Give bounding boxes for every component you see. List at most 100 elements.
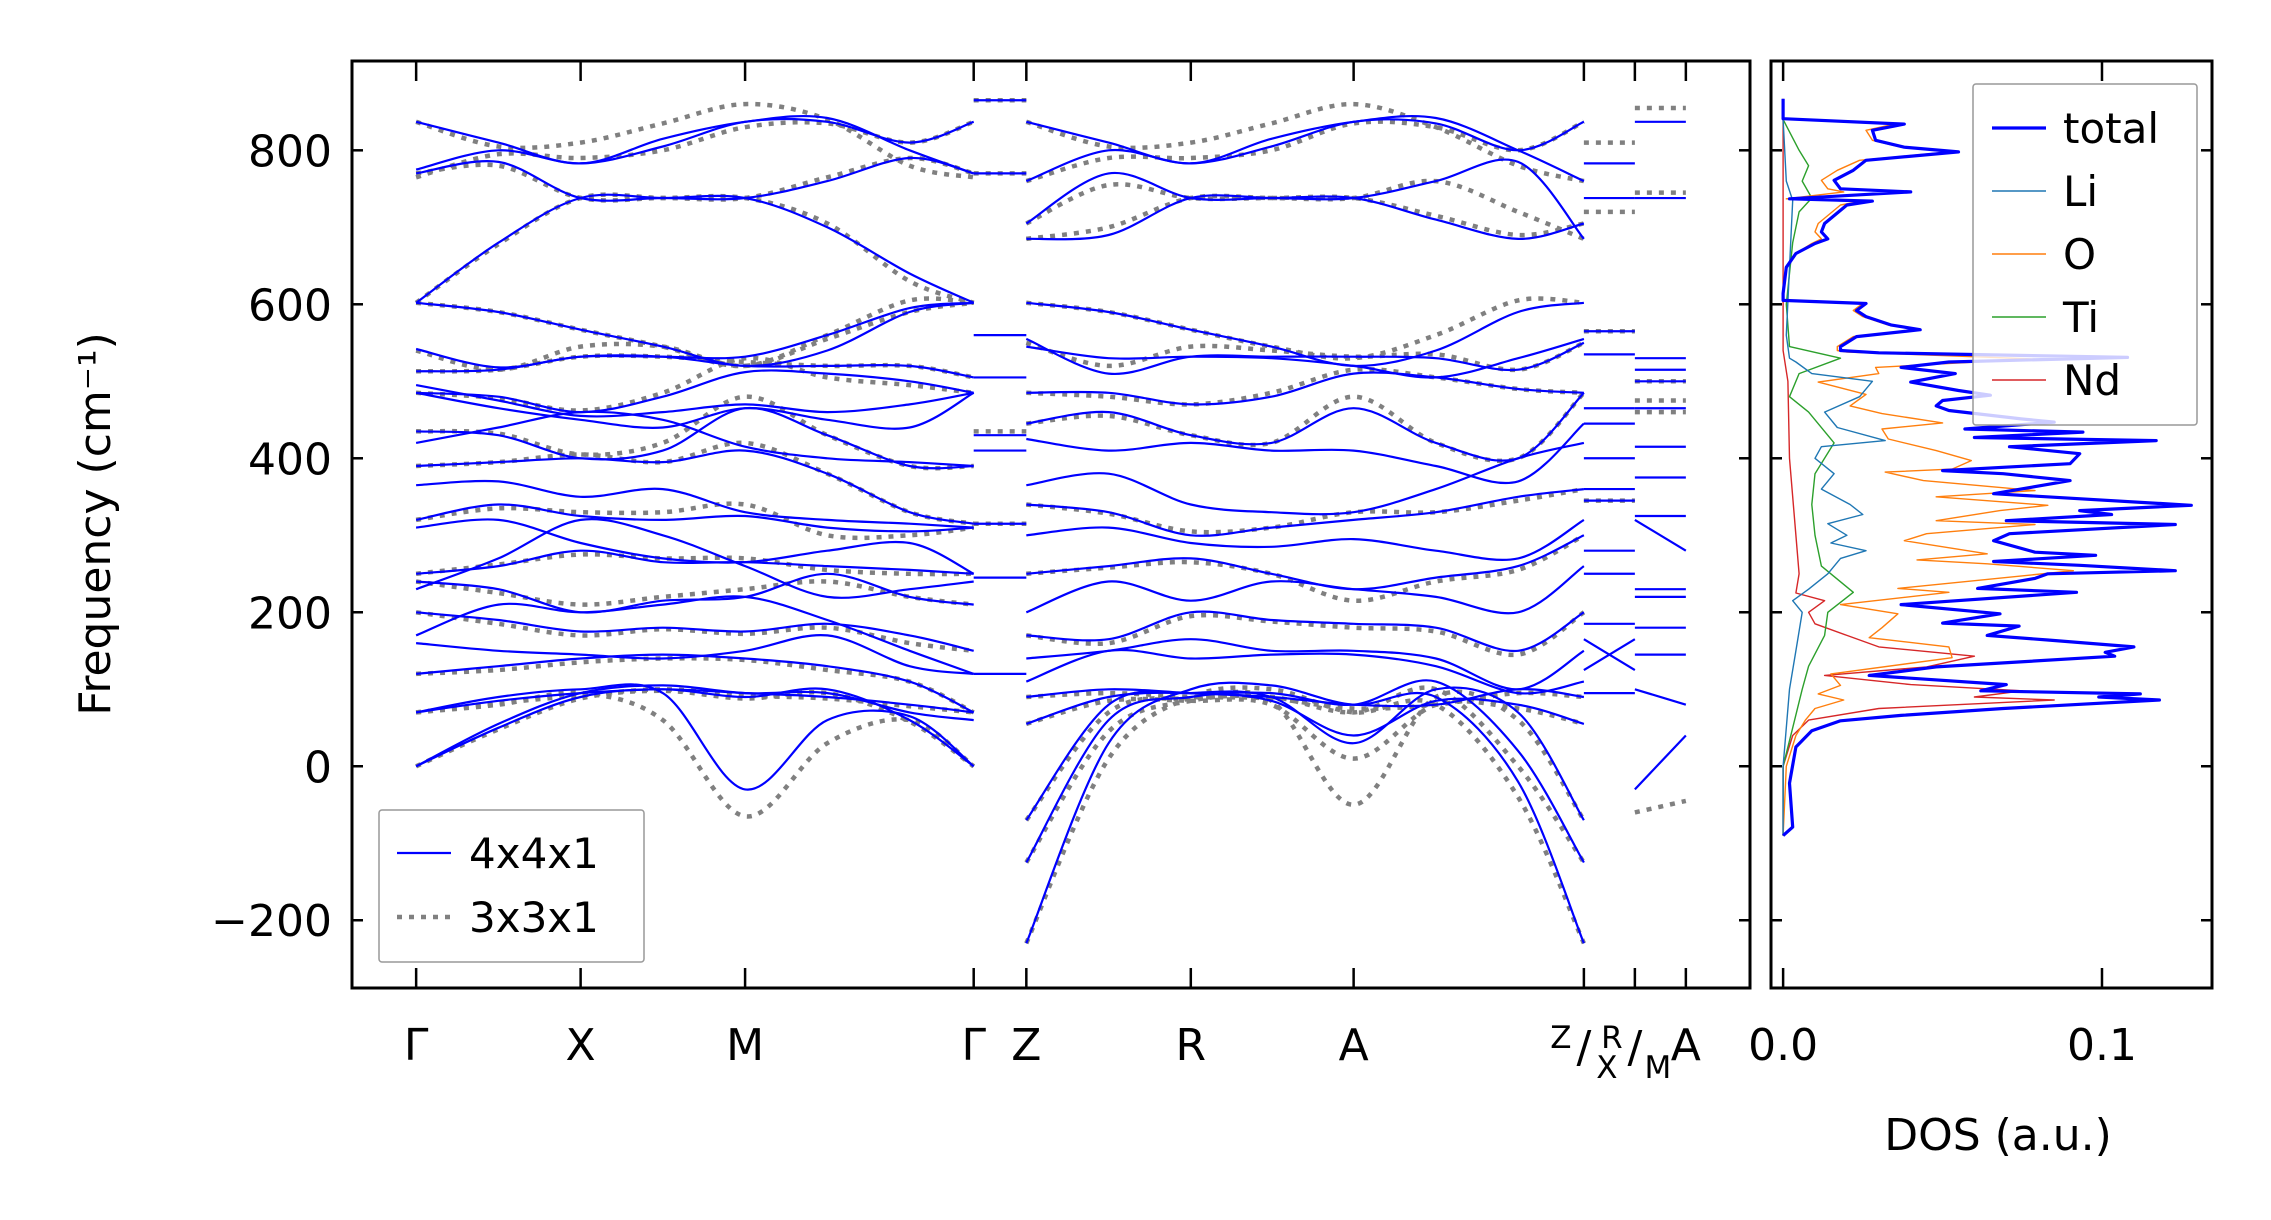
- band-3x3x1-seg2-2: [1025, 178, 1585, 241]
- legend-label-4x4x1: 4x4x1: [469, 829, 599, 878]
- band-4x4x1-seg2-2: [1025, 158, 1585, 240]
- x-tick-label: A: [1339, 1020, 1369, 1071]
- band-4x4x1-seg2-15: [1026, 610, 1585, 652]
- band-4x4x1-seg2-14: [1025, 565, 1585, 615]
- band-3x3x1-seg2-12: [1025, 696, 1585, 761]
- dos-legend: total Li O Ti Nd: [1972, 83, 2198, 426]
- dos-x-tick-label: 0.1: [2067, 1020, 2137, 1071]
- y-tick-label: −200: [211, 896, 332, 947]
- band-3x3x1-seg0-17: [415, 688, 976, 769]
- band-4x4x1-seg4-15: [1634, 734, 1687, 791]
- band-4x4x1-seg2-10: [1026, 441, 1585, 516]
- band-3x3x1-seg0-11: [415, 552, 974, 577]
- band-4x4x1-seg2-16: [1026, 638, 1585, 691]
- band-4x4x1-seg2-20: [1025, 686, 1585, 821]
- band-3x3x1-seg0-2: [415, 155, 975, 203]
- x-tick-label: Z: [1011, 1020, 1041, 1071]
- band-4x4x1-seg0-1: [415, 117, 975, 171]
- band-legend: 4x4x1 3x3x1: [378, 809, 645, 963]
- band-3x3x1-seg2-10: [1026, 610, 1586, 658]
- band-3x3x1-seg2-14: [1024, 685, 1586, 864]
- band-4x4x1-seg0-18: [415, 518, 974, 599]
- band-4x4x1-seg2-6: [1026, 337, 1585, 379]
- band-4x4x1-seg0-8: [415, 384, 974, 418]
- band-legend-box: [378, 809, 645, 963]
- band-3x3x1-seg2-5: [1025, 340, 1585, 373]
- band-4x4x1-seg2-21: [1025, 679, 1585, 864]
- band-4x4x1-seg3-13: [1583, 638, 1636, 671]
- dos-legend-label-li: Li: [2063, 167, 2098, 216]
- band-4x4x1-seg0-12: [416, 449, 974, 525]
- dos-legend-label-o: O: [2063, 230, 2096, 279]
- band-3x3x1-seg2-11: [1026, 690, 1585, 711]
- y-tick-label: 600: [248, 280, 332, 331]
- dos-line-li: [1782, 119, 1886, 836]
- band-4x4x1-seg0-10: [416, 406, 974, 470]
- x-tick-label-separator: /: [1576, 1022, 1591, 1073]
- band-4x4x1-seg2-7: [1026, 371, 1584, 406]
- band-4x4x1-seg2-9: [1026, 422, 1585, 485]
- x-tick-label: A: [1671, 1020, 1701, 1071]
- x-tick-label-lower: M: [1644, 1050, 1671, 1086]
- band-4x4x1-seg0-26: [415, 684, 974, 768]
- dos-line-nd: [1782, 119, 2055, 836]
- dos-legend-label-total: total: [2063, 104, 2159, 153]
- band-4x4x1-seg4-9: [1634, 518, 1687, 552]
- dos-legend-label-ti: Ti: [2062, 293, 2099, 342]
- x-tick-label: R: [1176, 1020, 1207, 1071]
- band-4x4x1-seg0-20: [415, 595, 975, 675]
- band-4x4x1-seg0-5: [415, 301, 974, 369]
- band-3x3x1-seg2-3: [1025, 193, 1585, 242]
- band-4x4x1-seg2-0: [1026, 114, 1585, 183]
- dos-legend-label-nd: Nd: [2063, 356, 2121, 405]
- series-4x4x1: [415, 99, 1687, 944]
- y-tick-label: 0: [304, 742, 332, 793]
- x-tick-label-upper: Z: [1550, 1020, 1571, 1056]
- band-4x4x1-seg0-4: [415, 301, 974, 368]
- band-4x4x1-seg0-25: [415, 687, 975, 768]
- band-3x3x1-seg0-13: [415, 610, 974, 654]
- band-3x3x1-seg0-15: [415, 687, 974, 715]
- band-4x4x1-seg2-3: [1026, 194, 1585, 241]
- band-4x4x1-seg4-14: [1634, 688, 1687, 706]
- band-4x4x1-seg0-14: [415, 503, 974, 533]
- x-tick-label-lower: X: [1596, 1050, 1617, 1086]
- band-4x4x1-seg2-12: [1026, 518, 1585, 561]
- dos-axes-frame: [1769, 59, 2214, 990]
- y-tick-label: 800: [248, 126, 332, 177]
- band-3x3x1-seg0-0: [415, 101, 975, 180]
- band-3x3x1-seg2-4: [1026, 296, 1585, 361]
- x-tick-label-upper: R: [1601, 1020, 1623, 1056]
- band-4x4x1-seg0-2: [415, 156, 974, 202]
- band-3x3x1-seg0-3: [414, 192, 975, 305]
- x-tick-label: Γ: [404, 1020, 429, 1071]
- band-axes-frame: [350, 59, 1752, 990]
- band-4x4x1-seg0-3: [415, 193, 975, 304]
- band-3x3x1-seg2-9: [1026, 533, 1585, 603]
- band-3x3x1-seg2-7: [1026, 391, 1586, 464]
- y-tick-label: 400: [248, 434, 332, 485]
- band-4x4x1-seg0-0: [415, 114, 975, 175]
- dos-line-total: [1781, 98, 2193, 837]
- dos-x-axis-label: DOS (a.u.): [1884, 1110, 2112, 1161]
- dos-x-tick-label: 0.0: [1748, 1020, 1818, 1071]
- band-4x4x1-seg0-7: [416, 369, 974, 414]
- band-3x3x1-seg0-16: [415, 690, 976, 819]
- dos-legend-box: [1972, 83, 2198, 426]
- band-3x3x1-seg2-0: [1025, 101, 1585, 184]
- band-4x4x1-seg0-11: [415, 410, 974, 468]
- band-4x4x1-seg0-9: [415, 391, 975, 430]
- dos-axis-ticks: 0.0 0.1: [1748, 61, 2212, 1071]
- dos-plot: 0.0 0.1 DOS (a.u.) total Li O Ti Nd: [1748, 59, 2214, 1161]
- band-3x3x1-seg0-9: [415, 440, 975, 526]
- x-tick-label: M: [726, 1020, 764, 1071]
- band-4x4x1-seg0-19: [415, 611, 974, 652]
- band-4x4x1-seg2-5: [1025, 337, 1585, 376]
- legend-label-3x3x1: 3x3x1: [469, 893, 599, 942]
- band-3x3x1-seg2-8: [1026, 486, 1585, 535]
- band-3x3x1-seg2-13: [1024, 689, 1586, 822]
- x-tick-label: X: [566, 1020, 596, 1071]
- band-3x3x1-seg0-7: [415, 355, 974, 413]
